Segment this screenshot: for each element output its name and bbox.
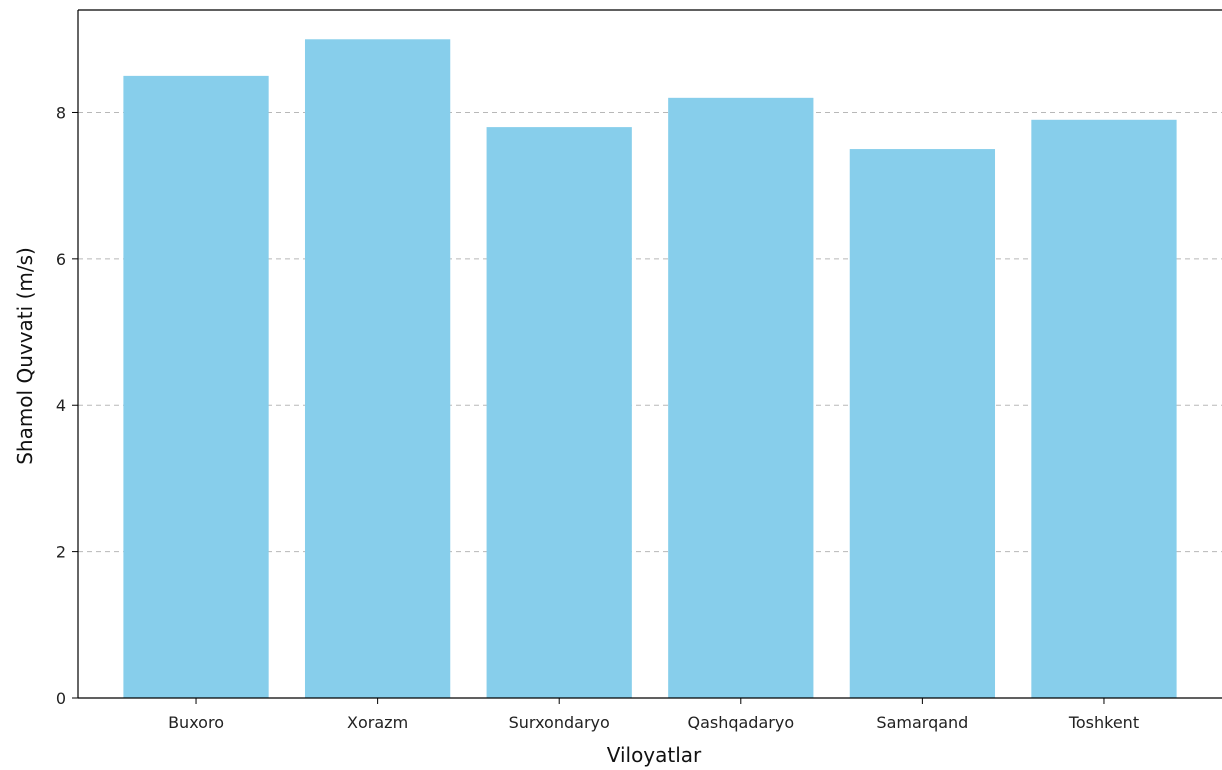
- y-tick-label: 0: [56, 689, 66, 708]
- x-tick-label: Buxoro: [168, 713, 224, 732]
- bar: [849, 149, 996, 698]
- y-tick-label: 4: [56, 396, 66, 415]
- y-tick-label: 6: [56, 250, 66, 269]
- y-axis-label: Shamol Quvvati (m/s): [13, 247, 37, 465]
- y-tick-label: 8: [56, 103, 66, 122]
- bar: [304, 39, 451, 698]
- x-ticks: Buxoro Xorazm Surxondaryo Qashqadaryo Samarq…: [168, 698, 1139, 732]
- x-axis-label: Viloyatlar: [607, 743, 702, 767]
- x-tick-label: Xorazm: [347, 713, 408, 732]
- x-tick-label: Qashqadaryo: [687, 713, 794, 732]
- bar: [668, 97, 814, 699]
- bar: [1031, 119, 1177, 698]
- y-tick-label: 2: [56, 543, 66, 562]
- axes: [77, 9, 1222, 699]
- bar: [486, 127, 632, 698]
- x-tick-label: Surxondaryo: [509, 713, 610, 732]
- bars: [123, 39, 1177, 699]
- y-ticks: 0 2 4 6 8: [56, 103, 78, 708]
- bar: [123, 75, 269, 699]
- x-tick-label: Samarqand: [876, 713, 968, 732]
- x-tick-label: Toshkent: [1068, 713, 1139, 732]
